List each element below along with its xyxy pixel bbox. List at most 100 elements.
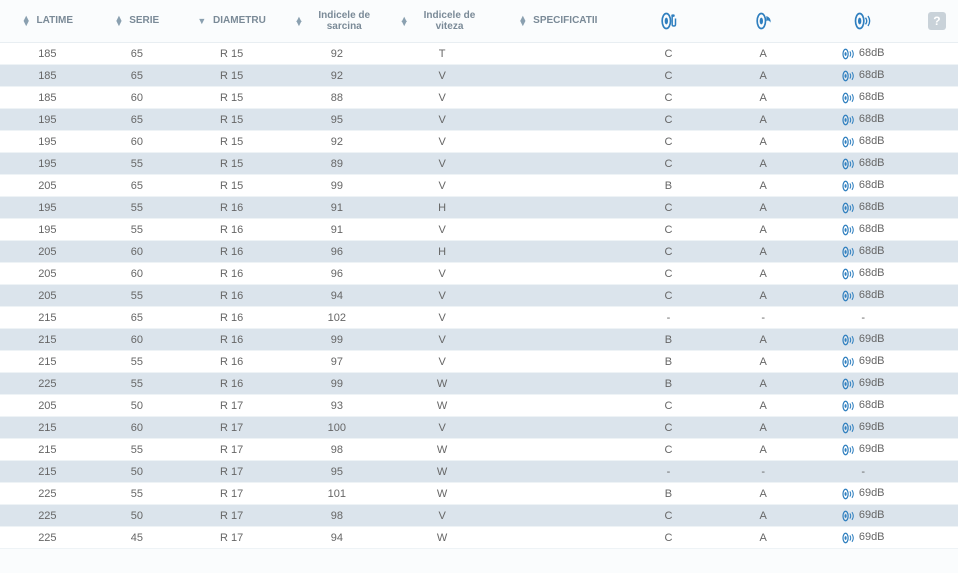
header-spec[interactable]: ▲▼ SPECIFICATII	[495, 0, 621, 43]
cell-wet: A	[716, 439, 811, 461]
cell-help	[916, 65, 958, 87]
cell-spec	[495, 527, 621, 549]
cell-diametru: R 15	[179, 65, 284, 87]
cell-sarcina: 94	[284, 285, 389, 307]
cell-noise: 69dB	[811, 527, 916, 549]
cell-sarcina: 99	[284, 175, 389, 197]
noise-value: 68dB	[859, 91, 885, 103]
cell-diametru: R 16	[179, 351, 284, 373]
cell-latime: 195	[0, 219, 95, 241]
cell-fuel: B	[621, 329, 716, 351]
cell-spec	[495, 219, 621, 241]
cell-wet: -	[716, 461, 811, 483]
cell-sarcina: 91	[284, 219, 389, 241]
noise-value: 68dB	[859, 179, 885, 191]
noise-value: 69dB	[859, 377, 885, 389]
table-row: 22555R 17101WBA69dB	[0, 483, 958, 505]
noise-value: 68dB	[859, 223, 885, 235]
table-row: 19555R 1589VCA68dB	[0, 153, 958, 175]
cell-sarcina: 96	[284, 241, 389, 263]
cell-help	[916, 153, 958, 175]
header-label: LATIME	[37, 15, 73, 26]
header-latime[interactable]: ▲▼ LATIME	[0, 0, 95, 43]
cell-sarcina: 100	[284, 417, 389, 439]
cell-noise: -	[811, 307, 916, 329]
header-diametru[interactable]: ▼ DIAMETRU	[179, 0, 284, 43]
cell-diametru: R 17	[179, 395, 284, 417]
cell-diametru: R 15	[179, 175, 284, 197]
header-viteza[interactable]: ▲▼ Indicele de viteza	[389, 0, 494, 43]
cell-spec	[495, 87, 621, 109]
cell-help	[916, 461, 958, 483]
noise-wave-icon	[842, 158, 856, 170]
cell-latime: 205	[0, 241, 95, 263]
cell-serie: 45	[95, 527, 179, 549]
noise-value: 69dB	[859, 443, 885, 455]
cell-spec	[495, 131, 621, 153]
noise-value: 68dB	[859, 267, 885, 279]
cell-fuel: -	[621, 307, 716, 329]
header-fuel[interactable]	[621, 0, 716, 43]
cell-diametru: R 17	[179, 527, 284, 549]
cell-fuel: B	[621, 351, 716, 373]
cell-fuel: C	[621, 219, 716, 241]
header-help[interactable]: ?	[916, 0, 958, 43]
noise-wave-icon	[842, 268, 856, 280]
cell-viteza: W	[389, 395, 494, 417]
noise-value: 68dB	[859, 245, 885, 257]
cell-wet: A	[716, 395, 811, 417]
table-body: 18565R 1592TCA68dB18565R 1592VCA68dB1856…	[0, 43, 958, 549]
cell-wet: A	[716, 153, 811, 175]
sort-both-icon: ▲▼	[518, 16, 526, 25]
noise-value: 68dB	[859, 47, 885, 59]
header-wet[interactable]	[716, 0, 811, 43]
cell-latime: 185	[0, 87, 95, 109]
noise-wave-icon	[842, 114, 856, 126]
cell-diametru: R 15	[179, 43, 284, 65]
noise-value: 69dB	[859, 509, 885, 521]
noise-wave-icon	[842, 70, 856, 82]
cell-noise: 68dB	[811, 263, 916, 285]
cell-help	[916, 109, 958, 131]
cell-fuel: C	[621, 131, 716, 153]
noise-value: 68dB	[859, 69, 885, 81]
header-noise[interactable]	[811, 0, 916, 43]
header-serie[interactable]: ▲▼ SERIE	[95, 0, 179, 43]
cell-noise: 69dB	[811, 505, 916, 527]
header-label: SERIE	[129, 15, 159, 26]
table-row: 18565R 1592VCA68dB	[0, 65, 958, 87]
noise-wave-icon	[842, 180, 856, 192]
cell-latime: 195	[0, 109, 95, 131]
cell-wet: A	[716, 285, 811, 307]
cell-noise: 68dB	[811, 153, 916, 175]
noise-wave-icon	[842, 422, 856, 434]
noise-wave-icon	[842, 510, 856, 522]
cell-viteza: V	[389, 65, 494, 87]
cell-serie: 55	[95, 153, 179, 175]
cell-latime: 215	[0, 351, 95, 373]
cell-wet: A	[716, 373, 811, 395]
cell-latime: 225	[0, 527, 95, 549]
cell-spec	[495, 285, 621, 307]
cell-spec	[495, 109, 621, 131]
noise-value: 69dB	[859, 531, 885, 543]
cell-noise: 68dB	[811, 65, 916, 87]
sort-desc-icon: ▼	[197, 16, 206, 26]
cell-noise: -	[811, 461, 916, 483]
cell-sarcina: 102	[284, 307, 389, 329]
cell-diametru: R 16	[179, 329, 284, 351]
table-header-row: ▲▼ LATIME ▲▼ SERIE ▼ DIAMETRU ▲▼ Indicel…	[0, 0, 958, 43]
cell-viteza: V	[389, 505, 494, 527]
cell-sarcina: 101	[284, 483, 389, 505]
cell-wet: A	[716, 131, 811, 153]
header-sarcina[interactable]: ▲▼ Indicele de sarcina	[284, 0, 389, 43]
cell-spec	[495, 65, 621, 87]
cell-latime: 215	[0, 417, 95, 439]
cell-diametru: R 15	[179, 153, 284, 175]
cell-viteza: V	[389, 87, 494, 109]
cell-diametru: R 15	[179, 109, 284, 131]
cell-fuel: C	[621, 241, 716, 263]
cell-help	[916, 219, 958, 241]
cell-diametru: R 16	[179, 285, 284, 307]
noise-wave-icon	[842, 136, 856, 148]
